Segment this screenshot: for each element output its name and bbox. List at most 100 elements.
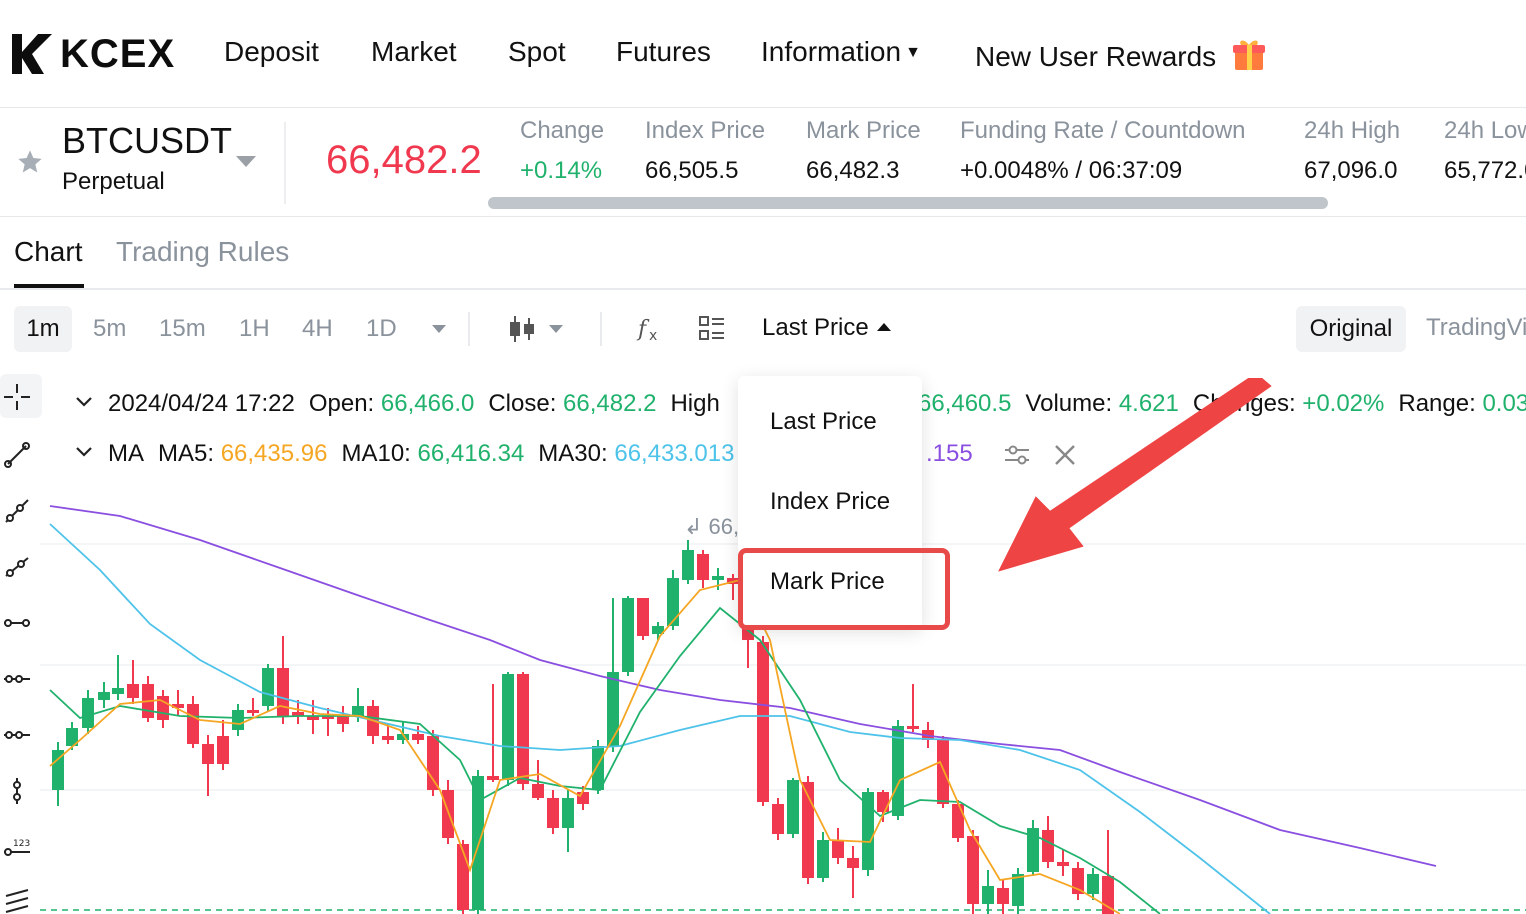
- volume-value: 4.621: [1118, 390, 1179, 417]
- candle-body: [607, 672, 619, 746]
- stat-value: 67,096.0: [1304, 157, 1398, 184]
- candle-body: [1027, 828, 1039, 872]
- range-value: 0.03: [1482, 390, 1526, 417]
- symbol-name[interactable]: BTCUSDT: [62, 120, 232, 161]
- price-type-selector[interactable]: Last Price: [762, 314, 891, 342]
- logo-text: KCEX: [60, 31, 176, 76]
- stat-label: 24h High: [1304, 117, 1401, 144]
- chevron-down-icon[interactable]: [76, 447, 92, 457]
- candle-body: [292, 712, 304, 716]
- candle-body: [907, 726, 919, 729]
- nav-market[interactable]: Market: [371, 36, 457, 67]
- tab-trading-rules[interactable]: Trading Rules: [116, 236, 290, 267]
- stat-change: Change +0.14%: [520, 114, 604, 186]
- candle-body: [772, 804, 784, 834]
- candle-body: [937, 740, 949, 804]
- timeframe-1m[interactable]: 1m: [14, 306, 72, 352]
- stat-label: Change: [520, 117, 605, 144]
- nav-rewards-label: New User Rewards: [975, 41, 1217, 72]
- dropdown-item-last-price[interactable]: Last Price: [770, 408, 877, 435]
- candle-body: [667, 578, 679, 626]
- candle-body: [712, 576, 724, 580]
- logo[interactable]: KCEX: [10, 30, 175, 78]
- candle-body: [517, 674, 529, 784]
- layout-grid-icon[interactable]: [698, 314, 726, 344]
- range-label: Range:: [1398, 390, 1476, 417]
- candlestick-type-icon[interactable]: [508, 314, 536, 344]
- kcex-logo-icon: [12, 34, 52, 74]
- candle-body: [427, 736, 439, 790]
- chart-area[interactable]: [0, 362, 1526, 914]
- candle-body: [682, 550, 694, 580]
- nav-deposit[interactable]: Deposit: [224, 36, 319, 67]
- ma10-label: MA10:: [341, 440, 411, 467]
- timeframe-1h[interactable]: 1H: [239, 315, 270, 342]
- candle-body: [98, 692, 110, 700]
- horizontal-ray-tool-icon[interactable]: [2, 664, 32, 694]
- vertical-line-tool-icon[interactable]: [2, 776, 32, 806]
- timeframe-5m[interactable]: 5m: [93, 315, 127, 342]
- nav-information-label: Information: [761, 36, 902, 67]
- candle-body: [397, 734, 409, 740]
- candle-body: [232, 710, 244, 730]
- ma30-value: 66,433.013: [614, 440, 735, 467]
- ma60-value: .155: [926, 440, 973, 467]
- svg-text:f: f: [636, 317, 650, 342]
- candle-body: [187, 704, 199, 744]
- chevron-down-icon[interactable]: [76, 397, 92, 407]
- view-original-button[interactable]: Original: [1296, 306, 1406, 352]
- timeframe-1d[interactable]: 1D: [366, 315, 397, 342]
- timeframe-more-icon[interactable]: [432, 325, 446, 333]
- line-tool-icon[interactable]: [2, 440, 32, 470]
- ma5-label: MA5:: [158, 440, 215, 467]
- timeframe-15m[interactable]: 15m: [159, 315, 206, 342]
- symbol-dropdown-icon[interactable]: [236, 156, 256, 167]
- crosshair-icon[interactable]: [2, 382, 32, 412]
- chart-type-more-icon[interactable]: [549, 325, 563, 333]
- star-icon[interactable]: [16, 148, 44, 176]
- candle-body: [502, 674, 514, 780]
- ma10-value: 66,416.34: [417, 440, 525, 467]
- parallel-line-tool-icon[interactable]: [2, 720, 32, 750]
- ray-tool-icon[interactable]: [2, 496, 32, 526]
- candle-body: [637, 598, 649, 636]
- candle-body: [577, 792, 589, 804]
- close-icon[interactable]: [1052, 442, 1078, 468]
- nav-futures[interactable]: Futures: [616, 36, 711, 67]
- indicator-fx-icon[interactable]: f x: [636, 314, 664, 344]
- price-type-dropdown: [738, 376, 922, 628]
- candle-body: [472, 776, 484, 910]
- horizontal-scrollbar[interactable]: [488, 197, 1328, 209]
- tab-chart[interactable]: Chart: [14, 236, 83, 267]
- nav-information[interactable]: Information ▼: [761, 36, 921, 68]
- annotation-highlight-box: [738, 548, 950, 630]
- annotation-arrow-icon: [998, 378, 1272, 572]
- extended-line-tool-icon[interactable]: [2, 552, 32, 582]
- volume-label: Volume:: [1025, 390, 1113, 417]
- nav-spot[interactable]: Spot: [508, 36, 566, 67]
- gift-icon: [1232, 40, 1265, 70]
- candle-body: [652, 626, 664, 634]
- price-label-tool-icon[interactable]: 123: [2, 832, 32, 862]
- ma5-line: [49, 578, 1121, 914]
- ma-info-line: MA MA5: 66,435.96 MA10: 66,416.34 MA30: 66,…: [76, 440, 734, 468]
- horizontal-line-tool-icon[interactable]: [2, 608, 32, 638]
- close-value: 66,482.2: [563, 390, 657, 417]
- candle-body: [412, 734, 424, 740]
- svg-text:x: x: [649, 328, 657, 344]
- settings-sliders-icon[interactable]: [1002, 440, 1032, 470]
- candle-body: [127, 684, 139, 698]
- view-tradingview-button[interactable]: TradingView: [1426, 314, 1526, 341]
- high-label: High: [670, 390, 720, 417]
- timeframe-4h[interactable]: 4H: [302, 315, 333, 342]
- candle-body: [862, 792, 874, 870]
- candlestick-chart[interactable]: [0, 362, 1526, 914]
- dropdown-item-mark-price[interactable]: Mark Price: [770, 568, 885, 595]
- ma60-line: [49, 505, 1437, 867]
- ma5-value: 66,435.96: [220, 440, 328, 467]
- dropdown-item-index-price[interactable]: Index Price: [770, 488, 891, 515]
- nav-new-user-rewards[interactable]: New User Rewards: [975, 36, 1266, 73]
- candle-body: [1087, 874, 1099, 894]
- ma-info-line-right: .155: [926, 440, 973, 468]
- fib-tool-icon[interactable]: [2, 886, 32, 914]
